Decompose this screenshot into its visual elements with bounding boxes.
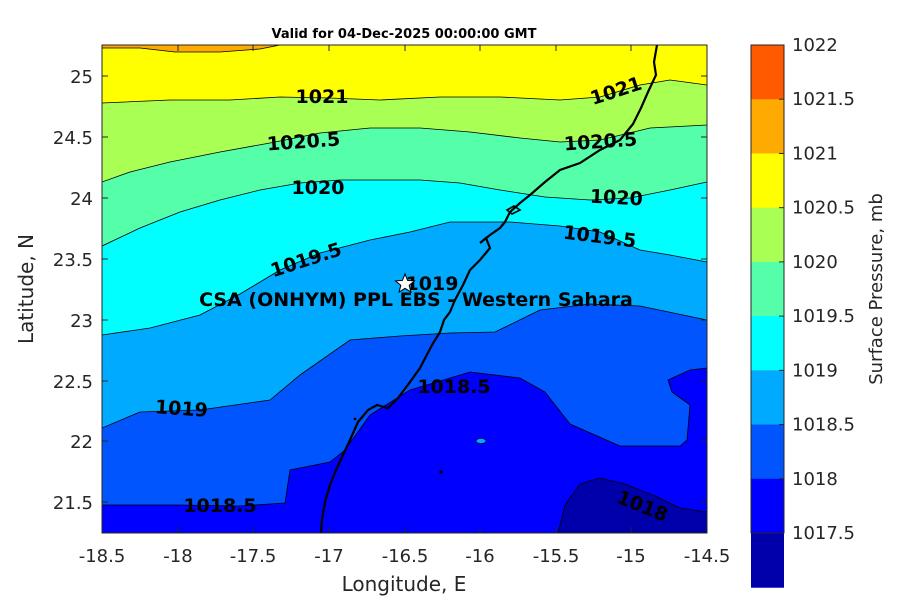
contour-label: 1020.5: [266, 128, 341, 155]
colorbar-band: [751, 424, 784, 480]
contour-label: 1020: [589, 186, 643, 211]
colorbar-tick-label: 1018: [792, 469, 838, 490]
contour-label: 1018.5: [183, 495, 256, 517]
x-tick-label: -16: [465, 546, 494, 567]
map-title: Valid for 04-Dec-2025 00:00:00 GMT: [272, 27, 537, 42]
contour-label: 1020: [292, 177, 345, 199]
colorbar-band: [751, 207, 784, 263]
colorbar: 1022 1021.5 1021 1020.5 1020 1019.5 1019 1018.5…: [750, 35, 887, 588]
y-tick-label: 22: [70, 432, 93, 453]
colorbar-band: [751, 45, 784, 100]
colorbar-band: [751, 316, 784, 371]
island-dot: [439, 470, 443, 474]
coastline-inlet: [505, 205, 522, 215]
colorbar-band: [751, 370, 784, 426]
x-tick-label: -15: [616, 546, 645, 567]
colorbar-label: Surface Pressure, mb: [866, 193, 887, 385]
colorbar-tick-label: 1019.5: [792, 306, 855, 327]
band-1021: [102, 45, 707, 104]
y-axis: 25 24.5 24 23.5 23 22.5 22 21.5 Latitude…: [14, 67, 707, 514]
colorbar-tick-label: 1018.5: [792, 415, 855, 436]
small-contour-island: [475, 438, 487, 444]
colorbar-tick-label: 1017.5: [792, 523, 855, 544]
x-axis: -18.5 -18 -17.5 -17 -16.5 -16 -15.5 -15 …: [79, 45, 731, 596]
star-icon: [394, 272, 416, 294]
colorbar-band: [751, 153, 784, 209]
colorbar-tick-label: 1020.5: [792, 198, 855, 219]
y-tick-label: 24.5: [53, 128, 93, 149]
x-tick-label: -14.5: [684, 546, 731, 567]
band-1021-5: [102, 45, 281, 53]
contour-label: 1021: [296, 86, 349, 108]
x-tick-label: -18.5: [79, 546, 126, 567]
x-tick-label: -15.5: [533, 546, 580, 567]
y-tick-label: 24: [70, 189, 93, 210]
y-tick-label: 22.5: [53, 372, 93, 393]
colorbar-tick-label: 1022: [792, 35, 838, 56]
x-tick-label: -18: [163, 546, 192, 567]
contour-label: 1020.5: [563, 128, 638, 155]
site-label: CSA (ONHYM) PPL EBS - Western Sahara: [199, 289, 633, 311]
y-tick-label: 21.5: [53, 493, 93, 514]
colorbar-band: [751, 533, 784, 588]
contour-label: 1018.5: [417, 376, 490, 398]
band-1017-5: [557, 477, 707, 533]
x-axis-label: Longitude, E: [342, 572, 467, 596]
x-tick-label: -16.5: [382, 546, 429, 567]
contour-label: 1019: [154, 396, 208, 422]
colorbar-band: [751, 261, 784, 317]
colorbar-ticks: 1022 1021.5 1021 1020.5 1020 1019.5 1019 1018.5…: [779, 35, 855, 544]
y-tick-label: 23.5: [53, 250, 93, 271]
y-tick-label: 25: [70, 67, 93, 88]
x-tick-label: -17.5: [230, 546, 277, 567]
colorbar-band: [751, 99, 784, 154]
colorbar-tick-label: 1021.5: [792, 89, 855, 110]
colorbar-bands: [751, 45, 784, 588]
y-tick-label: 23: [70, 311, 93, 332]
colorbar-tick-label: 1021: [792, 143, 838, 164]
colorbar-tick-label: 1020: [792, 252, 838, 273]
colorbar-band: [751, 478, 784, 534]
contour-label: 1019: [406, 273, 459, 295]
x-tick-label: -17: [314, 546, 343, 567]
colorbar-tick-label: 1019: [792, 360, 838, 381]
colorbar-frame: [750, 44, 785, 534]
island-dot: [353, 417, 357, 421]
coastline-path: [319, 45, 659, 533]
y-axis-label: Latitude, N: [14, 234, 38, 344]
